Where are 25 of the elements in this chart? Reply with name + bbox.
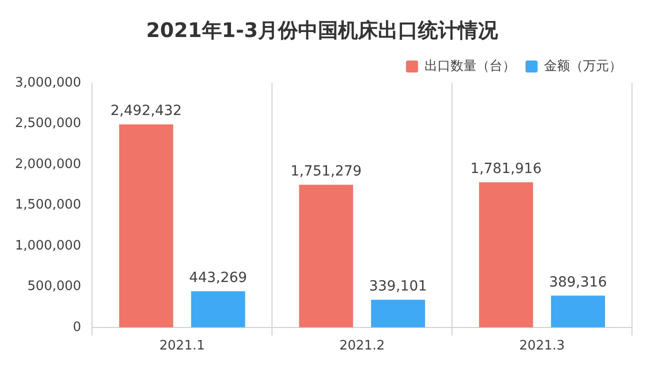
y-tick-label: 1,500,000	[14, 198, 82, 213]
data-label: 389,316	[549, 274, 608, 290]
x-tick-label: 2021.1	[159, 338, 205, 354]
y-tick-label: 2,500,000	[14, 116, 82, 132]
y-tick-label: 500,000	[27, 279, 82, 294]
data-label: 339,101	[369, 278, 428, 294]
chart-title: 2021年1-3月份中国机床出口统计情况	[146, 18, 499, 42]
y-tick-label: 1,000,000	[14, 238, 82, 254]
x-tick-label: 2021.2	[339, 338, 385, 354]
bar	[371, 300, 426, 328]
y-tick-label: 3,000,000	[14, 75, 82, 90]
y-tick-label: 0	[72, 320, 82, 335]
data-label: 2,492,432	[110, 102, 182, 119]
bar	[479, 182, 534, 328]
data-label: 1,751,279	[290, 163, 362, 180]
bar	[551, 296, 606, 328]
legend-label: 金额（万元）	[544, 58, 622, 74]
y-tick-label: 2,000,000	[14, 156, 82, 172]
legend-label: 出口数量（台）	[424, 58, 516, 74]
bar	[119, 124, 174, 328]
bar	[191, 291, 246, 328]
data-label: 1,781,916	[470, 160, 542, 177]
bar	[299, 184, 354, 328]
data-label: 443,269	[189, 270, 248, 286]
x-tick-label: 2021.3	[519, 338, 565, 354]
